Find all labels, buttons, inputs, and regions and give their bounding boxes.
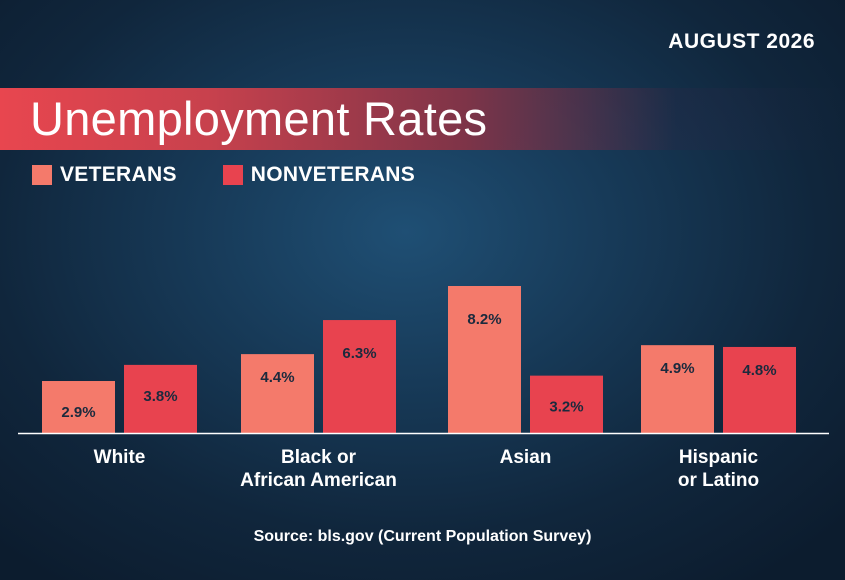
bar-veterans-1	[241, 354, 314, 433]
report-date: AUGUST 2026	[668, 30, 815, 53]
category-label-1-line-0: Black or	[281, 447, 357, 468]
bar-veterans-3	[641, 345, 714, 433]
bar-veterans-0	[42, 381, 115, 433]
chart-title: Unemployment Rates	[30, 92, 488, 145]
category-label-3-line-0: Hispanic	[679, 447, 759, 468]
title-band	[0, 88, 845, 150]
legend-item-nonveterans: NONVETERANS	[222, 163, 416, 187]
legend-swatch-veterans	[32, 165, 52, 185]
source-note: Source: bls.gov (Current Population Surv…	[253, 528, 592, 545]
bar-nonveterans-1	[323, 320, 396, 433]
data-label-nonveterans-0: 3.8%	[143, 388, 177, 405]
category-label-1-line-1: African American	[240, 470, 397, 491]
chart-legend: VETERANS NONVETERANS	[32, 163, 461, 187]
legend-label-veterans: VETERANS	[60, 163, 177, 186]
category-label-3-line-1: or Latino	[678, 470, 759, 491]
data-label-veterans-1: 4.4%	[260, 369, 294, 386]
bar-nonveterans-3	[723, 346, 796, 433]
legend-label-nonveterans: NONVETERANS	[250, 163, 416, 186]
legend-item-veterans: VETERANS	[32, 163, 177, 187]
data-label-nonveterans-3: 4.8%	[742, 362, 776, 379]
category-label-2-line-0: Asian	[500, 447, 552, 468]
data-label-nonveterans-1: 6.3%	[342, 345, 376, 362]
legend-swatch-nonveterans	[222, 165, 243, 185]
bar-nonveterans-2	[530, 375, 603, 433]
data-label-nonveterans-2: 3.2%	[549, 399, 583, 416]
bar-veterans-2	[448, 286, 521, 433]
bar-nonveterans-0	[124, 364, 197, 433]
data-label-veterans-2: 8.2%	[467, 311, 501, 328]
data-label-veterans-0: 2.9%	[61, 404, 95, 421]
category-label-0-line-0: White	[94, 447, 146, 468]
data-label-veterans-3: 4.9%	[660, 360, 694, 377]
